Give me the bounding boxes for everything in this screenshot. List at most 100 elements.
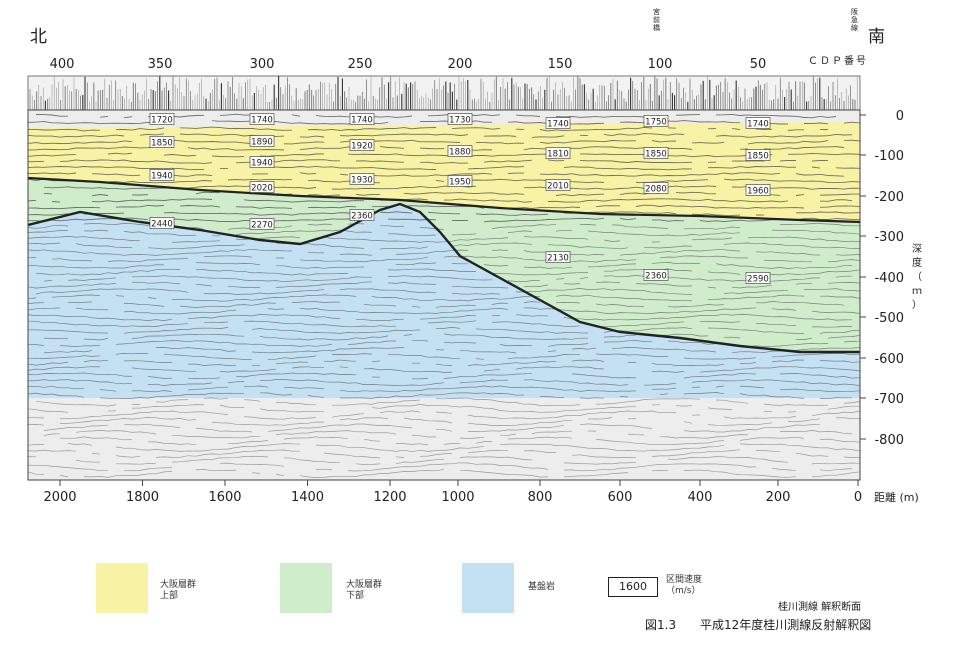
depth-tick: -500 xyxy=(874,311,904,326)
svg-text:1740: 1740 xyxy=(351,116,373,126)
figure-title: 平成12年度桂川測線反射解釈図 xyxy=(700,618,872,632)
cdp-tick-250: 250 xyxy=(348,57,373,72)
cdp-tick-50: 50 xyxy=(750,57,767,72)
svg-text:2360: 2360 xyxy=(351,212,373,222)
svg-text:2590: 2590 xyxy=(747,275,769,285)
north-label: 北 xyxy=(30,27,47,47)
distance-tick: 800 xyxy=(528,490,553,505)
section-frame xyxy=(27,109,861,481)
velocity-label: 1720 xyxy=(149,113,175,126)
distance-tick: 1000 xyxy=(441,490,474,505)
velocity-label: 1950 xyxy=(447,175,473,188)
distance-tick: 1800 xyxy=(126,490,159,505)
shot-record-traces xyxy=(29,76,858,110)
seismic-section xyxy=(28,110,860,480)
cdp-axis: 400 350 300 250 200 150 100 50 xyxy=(50,57,767,72)
svg-text:2010: 2010 xyxy=(547,182,569,192)
svg-text:1750: 1750 xyxy=(645,118,667,128)
svg-text:1940: 1940 xyxy=(151,172,173,182)
depth-axis: 0 -100 -200 -300 -400 -500 -600 -700 -800 xyxy=(860,109,904,448)
svg-text:1930: 1930 xyxy=(351,176,373,186)
distance-tick: 400 xyxy=(688,490,713,505)
svg-text:1730: 1730 xyxy=(449,116,471,126)
horizon-upper-lower xyxy=(28,176,860,224)
velocity-label: 1850 xyxy=(149,136,175,149)
velocity-label: 1940 xyxy=(149,169,175,182)
velocity-label: 1890 xyxy=(249,135,275,148)
cdp-tick-300: 300 xyxy=(250,57,275,72)
svg-text:1850: 1850 xyxy=(747,152,769,162)
depth-tick: -300 xyxy=(874,230,904,245)
distance-tick: 2000 xyxy=(43,490,76,505)
svg-text:2130: 2130 xyxy=(547,254,569,264)
velocity-label: 1740 xyxy=(745,117,771,130)
velocity-label: 2360 xyxy=(643,269,669,282)
figure-number: 図1.3 xyxy=(645,618,677,632)
velocity-label: 2080 xyxy=(643,182,669,195)
svg-text:2080: 2080 xyxy=(645,185,667,195)
velocity-label: 2270 xyxy=(249,218,275,231)
velocity-label: 1930 xyxy=(349,173,375,186)
svg-text:1740: 1740 xyxy=(251,116,273,126)
legend-velocity-sample: 1600 xyxy=(608,577,658,597)
svg-text:1950: 1950 xyxy=(449,178,471,188)
velocity-label: 1920 xyxy=(349,139,375,152)
depth-tick: -800 xyxy=(874,433,904,448)
depth-tick: -600 xyxy=(874,352,904,367)
velocity-label: 1740 xyxy=(545,117,571,130)
svg-text:2360: 2360 xyxy=(645,272,667,282)
velocity-label: 2590 xyxy=(745,272,771,285)
legend-swatch-lower-osaka xyxy=(280,563,332,613)
cdp-axis-label: ＣＤＰ番号 xyxy=(808,55,868,67)
cdp-tick-150: 150 xyxy=(548,57,573,72)
distance-tick: 1400 xyxy=(291,490,324,505)
velocity-label: 1880 xyxy=(447,145,473,158)
distance-tick: 1600 xyxy=(208,490,241,505)
distance-tick: 1200 xyxy=(373,490,406,505)
cdp-tick-100: 100 xyxy=(648,57,673,72)
svg-text:1740: 1740 xyxy=(747,120,769,130)
south-label: 南 xyxy=(868,27,885,47)
depth-tick: -200 xyxy=(874,190,904,205)
depth-axis-label: 深度（ｍ） xyxy=(912,243,922,311)
depth-tick: -100 xyxy=(874,149,904,164)
svg-text:1740: 1740 xyxy=(547,120,569,130)
figure-subtitle: 桂川測線 解釈断面 xyxy=(778,602,862,613)
legend-velocity-label: 区間速度 （m/s） xyxy=(666,575,703,596)
distance-axis-label: 距離 (m) xyxy=(874,490,919,504)
depth-tick: -700 xyxy=(874,392,904,407)
velocity-label: 1730 xyxy=(447,113,473,126)
velocity-label: 2360 xyxy=(349,209,375,222)
top-marker-bridge: 宮前橋 xyxy=(653,7,660,32)
svg-text:1850: 1850 xyxy=(151,139,173,149)
distance-axis: 2000 1800 1600 1400 1200 1000 800 600 400 200 0 xyxy=(43,480,862,505)
legend-label-basement: 基盤岩 xyxy=(528,582,556,592)
velocity-label: 1940 xyxy=(249,156,275,169)
interval-velocity-labels: 1720 1740 1740 1730 1740 1750 1740 1850 1890 1920… xyxy=(149,113,771,285)
cdp-tick-400: 400 xyxy=(50,57,75,72)
velocity-label: 1750 xyxy=(643,115,669,128)
legend-swatch-basement xyxy=(462,563,514,613)
depth-tick: 0 xyxy=(896,109,904,124)
svg-text:1960: 1960 xyxy=(747,187,769,197)
legend-swatch-upper-osaka xyxy=(96,563,148,613)
velocity-label: 1810 xyxy=(545,147,571,160)
velocity-label: 2440 xyxy=(149,217,175,230)
svg-text:2440: 2440 xyxy=(151,220,173,230)
legend-label-upper-osaka: 大阪層群 上部 xyxy=(160,580,197,601)
svg-text:2270: 2270 xyxy=(251,221,273,231)
svg-text:1720: 1720 xyxy=(151,116,173,126)
top-markers: 宮前橋 阪急線 xyxy=(653,7,858,32)
cdp-tick-200: 200 xyxy=(448,57,473,72)
velocity-label: 1740 xyxy=(349,113,375,126)
velocity-label: 1740 xyxy=(249,113,275,126)
cdp-tick-350: 350 xyxy=(148,57,173,72)
svg-text:1920: 1920 xyxy=(351,142,373,152)
distance-tick: 200 xyxy=(766,490,791,505)
svg-text:1890: 1890 xyxy=(251,138,273,148)
svg-text:1880: 1880 xyxy=(449,148,471,158)
legend-label-lower-osaka: 大阪層群 下部 xyxy=(346,580,383,601)
depth-tick: -400 xyxy=(874,271,904,286)
velocity-label: 1850 xyxy=(643,147,669,160)
